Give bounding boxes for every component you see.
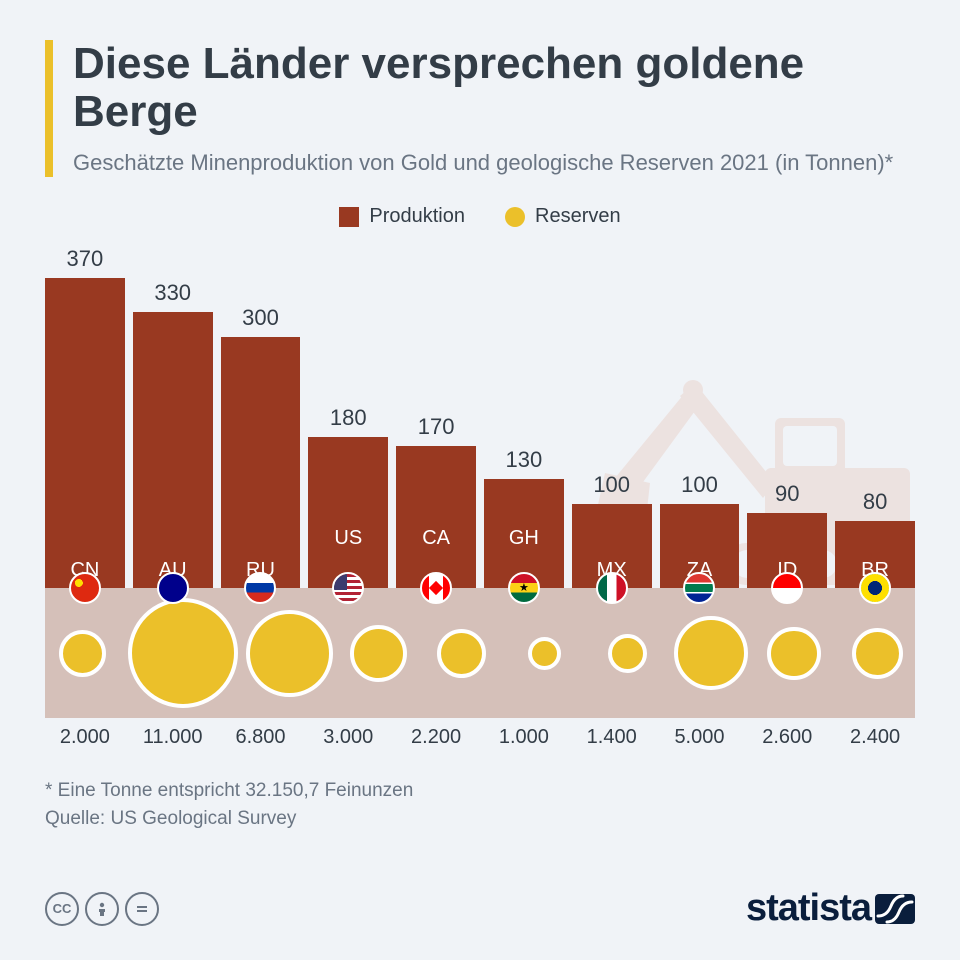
reserve-value-label: 11.000 xyxy=(133,726,213,749)
cc-by-icon xyxy=(85,892,119,926)
logo-text: statista xyxy=(746,887,871,930)
chart-title: Diese Länder versprechen goldene Berge xyxy=(73,40,915,137)
reserve-value-label: 2.200 xyxy=(396,726,476,749)
reserve-value-label: 2.600 xyxy=(747,726,827,749)
production-bar: US xyxy=(308,437,388,588)
reserve-bubble xyxy=(608,634,647,673)
cc-icon: CC xyxy=(45,892,79,926)
bar-value-label: 170 xyxy=(418,414,455,440)
reserve-bubble xyxy=(246,610,332,696)
bar-value-label: 90 xyxy=(775,481,799,507)
bar-value-label: 300 xyxy=(242,305,279,331)
reserves-labels-row: 2.000 11.000 6.800 3.000 2.200 1.000 1.400 5.00… xyxy=(45,726,915,749)
legend-reserves-label: Reserven xyxy=(535,205,621,228)
bar-column: 180 US xyxy=(308,238,388,588)
infographic-container: Diese Länder versprechen goldene Berge G… xyxy=(0,0,960,960)
reserve-cell xyxy=(507,588,582,718)
legend-item-reserves: Reserven xyxy=(505,205,621,228)
reserve-cell xyxy=(590,588,665,718)
legend-item-production: Produktion xyxy=(339,205,465,228)
footnote: * Eine Tonne entspricht 32.150,7 Feinunz… xyxy=(45,777,915,832)
reserve-value-label: 6.800 xyxy=(221,726,301,749)
production-bar: CA xyxy=(396,446,476,588)
bar-value-label: 330 xyxy=(154,280,191,306)
legend: Produktion Reserven xyxy=(45,205,915,228)
bar-value-label: 100 xyxy=(593,472,630,498)
reserves-strip xyxy=(45,588,915,718)
footer: CC statista xyxy=(45,887,915,930)
cc-license-icons: CC xyxy=(45,892,159,926)
title-block: Diese Länder versprechen goldene Berge G… xyxy=(45,40,915,177)
bar-column: 370 CN xyxy=(45,238,125,588)
reserve-cell xyxy=(45,588,120,718)
bar-column: 100 ZA xyxy=(660,238,740,588)
bars-row: 370 CN 330 AU 300 RU 180 US 170 CA 130 GH 100 MX 100 ZA… xyxy=(45,238,915,588)
footnote-line2: Quelle: US Geological Survey xyxy=(45,805,915,833)
statista-logo: statista xyxy=(746,887,915,930)
reserve-value-label: 1.400 xyxy=(572,726,652,749)
bar-value-label: 100 xyxy=(681,472,718,498)
reserve-bubble xyxy=(852,628,903,679)
reserve-cell xyxy=(341,588,416,718)
reserve-bubble xyxy=(674,616,748,690)
reserve-value-label: 5.000 xyxy=(660,726,740,749)
reserve-cell xyxy=(840,588,915,718)
production-bar: GH xyxy=(484,479,564,588)
production-bar: RU xyxy=(221,337,301,588)
reserve-value-label: 1.000 xyxy=(484,726,564,749)
bar-column: 130 GH xyxy=(484,238,564,588)
reserve-cell xyxy=(246,588,332,718)
bar-chart-area: 370 CN 330 AU 300 RU 180 US 170 CA 130 GH 100 MX 100 ZA… xyxy=(45,238,915,588)
reserve-cell xyxy=(424,588,499,718)
flag-au-icon xyxy=(157,572,189,604)
reserve-value-label: 2.000 xyxy=(45,726,125,749)
reserve-bubble xyxy=(528,637,561,670)
reserve-value-label: 2.400 xyxy=(835,726,915,749)
bar-value-label: 370 xyxy=(67,246,104,272)
legend-production-label: Produktion xyxy=(369,205,465,228)
country-code-label: CA xyxy=(422,527,450,550)
bar-column: 80 BR xyxy=(835,238,915,588)
production-bar: MX xyxy=(572,504,652,588)
flag-mx-icon xyxy=(596,572,628,604)
reserve-bubble xyxy=(350,625,407,682)
bar-column: 330 AU xyxy=(133,238,213,588)
cc-nd-icon xyxy=(125,892,159,926)
logo-wave-icon xyxy=(875,894,915,924)
production-bar: AU xyxy=(133,312,213,588)
reserve-bubble xyxy=(437,629,486,678)
production-bar: BR xyxy=(835,521,915,588)
reserve-value-label: 3.000 xyxy=(308,726,388,749)
production-bar: CN xyxy=(45,278,125,588)
production-bar: ZA xyxy=(660,504,740,588)
bar-column: 170 CA xyxy=(396,238,476,588)
chart-subtitle: Geschätzte Minenproduktion von Gold und … xyxy=(73,149,915,178)
reserve-cell xyxy=(673,588,748,718)
reserve-bubble xyxy=(128,598,238,708)
bar-column: 90 ID xyxy=(747,238,827,588)
footnote-line1: * Eine Tonne entspricht 32.150,7 Feinunz… xyxy=(45,777,915,805)
bar-value-label: 130 xyxy=(506,447,543,473)
reserve-bubble xyxy=(767,627,820,680)
bar-value-label: 180 xyxy=(330,405,367,431)
reserve-cell xyxy=(128,588,238,718)
production-bar: ID xyxy=(747,513,827,588)
bar-column: 100 MX xyxy=(572,238,652,588)
reserve-cell xyxy=(757,588,832,718)
production-swatch-icon xyxy=(339,207,359,227)
country-code-label: US xyxy=(334,527,362,550)
country-code-label: GH xyxy=(509,527,539,550)
reserves-swatch-icon xyxy=(505,207,525,227)
bar-value-label: 80 xyxy=(863,489,887,515)
reserve-bubble xyxy=(59,630,106,677)
bar-column: 300 RU xyxy=(221,238,301,588)
